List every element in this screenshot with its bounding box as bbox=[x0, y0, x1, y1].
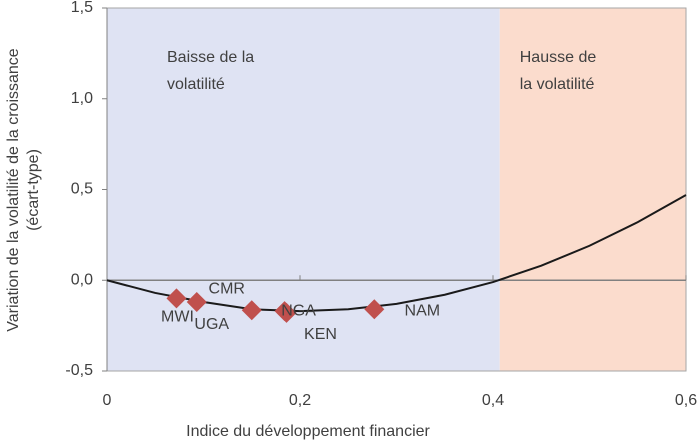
y-tick-label: -0,5 bbox=[65, 362, 93, 379]
region-label: Baisse de la bbox=[167, 49, 254, 66]
x-tick-label: 0 bbox=[103, 392, 112, 409]
y-tick-label: 1,5 bbox=[71, 0, 93, 16]
point-label: UGA bbox=[194, 316, 229, 333]
point-label: CMR bbox=[209, 280, 245, 297]
point bbox=[166, 288, 187, 309]
x-tick-label: 0,2 bbox=[289, 392, 311, 409]
region bbox=[499, 8, 686, 371]
point-label: MWI bbox=[161, 309, 194, 326]
point bbox=[186, 292, 207, 313]
x-tick-label: 0,4 bbox=[482, 392, 504, 409]
point bbox=[241, 300, 262, 321]
y-tick-label: 1,0 bbox=[71, 90, 93, 107]
x-tick-label: 0,6 bbox=[675, 392, 697, 409]
point-label: NGA bbox=[281, 302, 316, 319]
y-axis-label: (écart-type) bbox=[25, 149, 42, 231]
y-tick-label: 0,5 bbox=[71, 181, 93, 198]
point-label: NAM bbox=[405, 303, 441, 320]
region-label: la volatilité bbox=[520, 76, 595, 93]
point-label: KEN bbox=[304, 326, 337, 343]
region-label: Hausse de bbox=[520, 49, 597, 66]
x-axis-label: Indice du développement financier bbox=[186, 423, 430, 440]
region-label: volatilité bbox=[167, 76, 225, 93]
point bbox=[364, 299, 385, 320]
y-axis-label: Variation de la volatilité de la croissa… bbox=[5, 48, 22, 332]
y-tick-label: 0,0 bbox=[71, 271, 93, 288]
point bbox=[276, 302, 297, 323]
